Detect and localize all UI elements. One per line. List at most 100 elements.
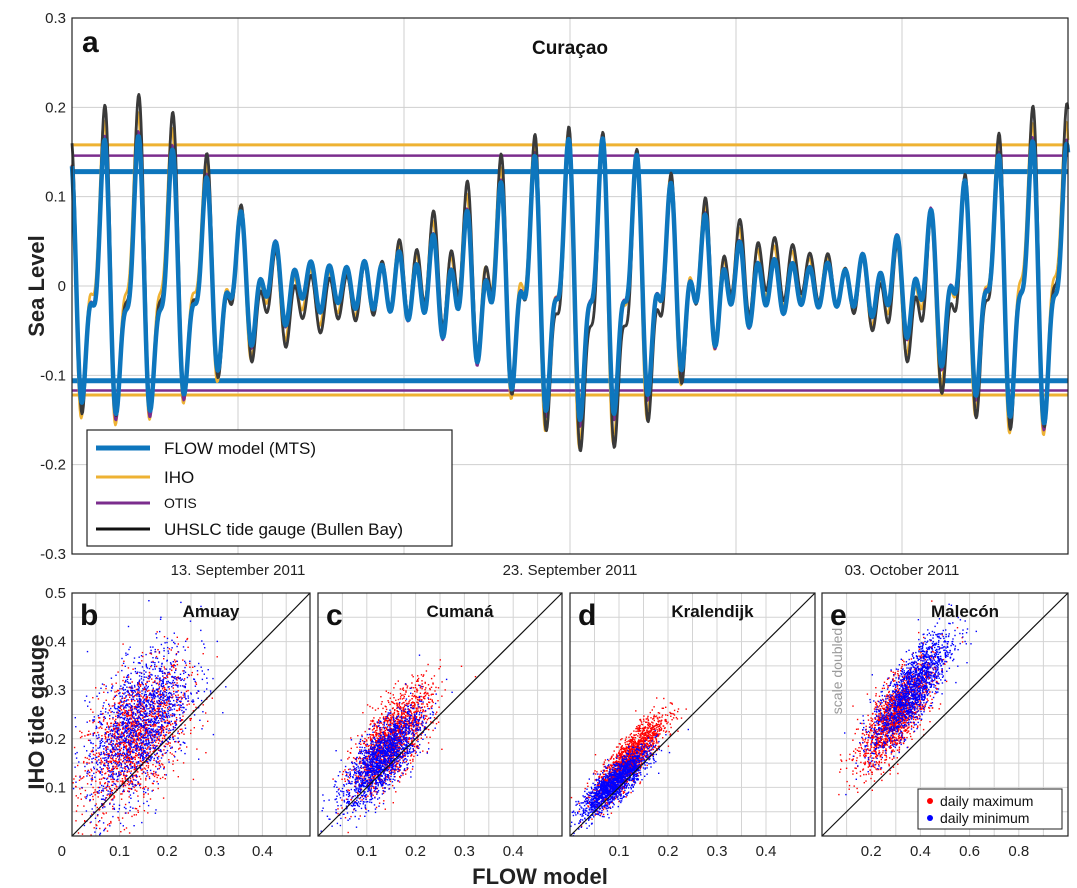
scatter-point xyxy=(441,695,443,697)
scatter-point xyxy=(123,753,126,755)
scatter-point xyxy=(139,733,141,735)
scatter-point xyxy=(174,721,176,724)
scatter-point xyxy=(139,700,141,703)
scatter-point xyxy=(94,776,96,778)
scatter-point xyxy=(405,700,407,702)
scatter-point xyxy=(100,759,102,761)
scatter-point xyxy=(110,739,112,741)
scatter-point xyxy=(411,724,413,726)
scatter-point xyxy=(176,691,178,693)
scatter-point xyxy=(98,727,100,729)
scatter-point xyxy=(438,668,440,670)
scatter-point xyxy=(110,735,113,737)
scatter-point xyxy=(76,751,78,754)
scatter-point xyxy=(135,767,137,769)
scatter-point xyxy=(385,765,387,767)
scatter-point xyxy=(390,711,392,713)
scatter-point xyxy=(337,808,339,810)
scatter-point xyxy=(154,666,156,668)
scatter-point xyxy=(166,714,168,716)
scatter-point xyxy=(125,774,127,776)
scatter-point xyxy=(81,735,83,738)
scatter-point xyxy=(127,699,130,701)
scatter-point xyxy=(163,695,165,697)
scatter-point xyxy=(106,778,108,780)
scatter-point xyxy=(360,749,363,751)
scatter-point xyxy=(380,696,382,698)
scatter-point xyxy=(165,668,168,670)
scatter-point xyxy=(126,715,128,718)
scatter-point xyxy=(148,748,150,750)
scatter-point xyxy=(98,752,100,754)
scatter-point xyxy=(175,653,177,656)
scatter-point xyxy=(169,752,171,754)
scatter-point xyxy=(169,745,171,747)
scatter-point xyxy=(180,601,182,604)
scatter-point xyxy=(127,750,130,753)
scatter-point xyxy=(121,657,123,660)
scatter-point xyxy=(83,805,85,807)
scatter-point xyxy=(148,714,150,717)
scatter-point xyxy=(132,720,134,722)
scatter-point xyxy=(103,745,106,747)
scatter-point xyxy=(143,713,146,715)
scatter-point xyxy=(142,752,144,755)
scatter-point xyxy=(99,808,101,811)
scatter-point xyxy=(121,664,123,667)
scatter-point xyxy=(127,758,129,760)
scatter-point xyxy=(117,765,119,767)
scatter-point xyxy=(145,779,147,781)
scatter-point xyxy=(140,710,142,712)
scatter-point xyxy=(127,682,130,684)
scatter-point xyxy=(148,752,150,754)
scatter-point xyxy=(379,750,382,752)
scatter-point xyxy=(146,726,148,729)
scatter-point xyxy=(132,698,135,701)
scatter-point xyxy=(110,799,113,801)
scatter-point xyxy=(124,763,126,765)
scatter-point xyxy=(117,671,119,673)
scatter-point xyxy=(385,719,388,722)
scatter-point xyxy=(168,720,170,723)
scatter-point xyxy=(405,724,408,726)
scatter-point xyxy=(175,740,177,743)
scatter-point xyxy=(141,720,144,722)
scatter-point xyxy=(168,737,170,739)
scatter-point xyxy=(112,723,115,726)
scatter-point xyxy=(141,717,144,719)
scatter-point xyxy=(138,722,140,724)
scatter-point xyxy=(94,758,97,760)
scatter-point xyxy=(394,683,397,685)
scatter-point xyxy=(144,730,146,732)
scatter-point xyxy=(399,756,401,759)
scatter-point xyxy=(152,774,155,776)
scatter-point xyxy=(368,758,371,761)
scatter-point xyxy=(159,764,161,766)
scatter-point xyxy=(107,731,109,733)
scatter-point xyxy=(130,780,132,782)
scatter-point xyxy=(145,713,147,715)
scatter-point xyxy=(138,690,140,692)
scatter-point xyxy=(118,753,120,755)
scatter-point xyxy=(149,703,151,706)
scatter-point xyxy=(397,712,400,715)
scatter-point xyxy=(137,693,139,695)
scatter-point xyxy=(168,648,171,650)
scatter-point xyxy=(118,753,121,755)
scatter-point xyxy=(398,751,400,753)
scatter-point xyxy=(140,745,142,747)
scatter-point xyxy=(81,813,83,816)
scatter-point xyxy=(103,828,106,831)
scatter-point xyxy=(179,677,181,680)
scatter-point xyxy=(130,763,132,765)
scatter-point xyxy=(192,699,194,701)
scatter-point xyxy=(405,691,407,693)
scatter-point xyxy=(115,746,117,748)
scatter-point xyxy=(403,706,406,708)
scatter-point xyxy=(155,745,157,747)
scatter-point xyxy=(127,690,129,693)
scatter-point xyxy=(158,693,160,696)
scatter-point xyxy=(105,685,107,687)
scatter-point xyxy=(128,648,130,651)
scatter-point xyxy=(130,757,133,760)
